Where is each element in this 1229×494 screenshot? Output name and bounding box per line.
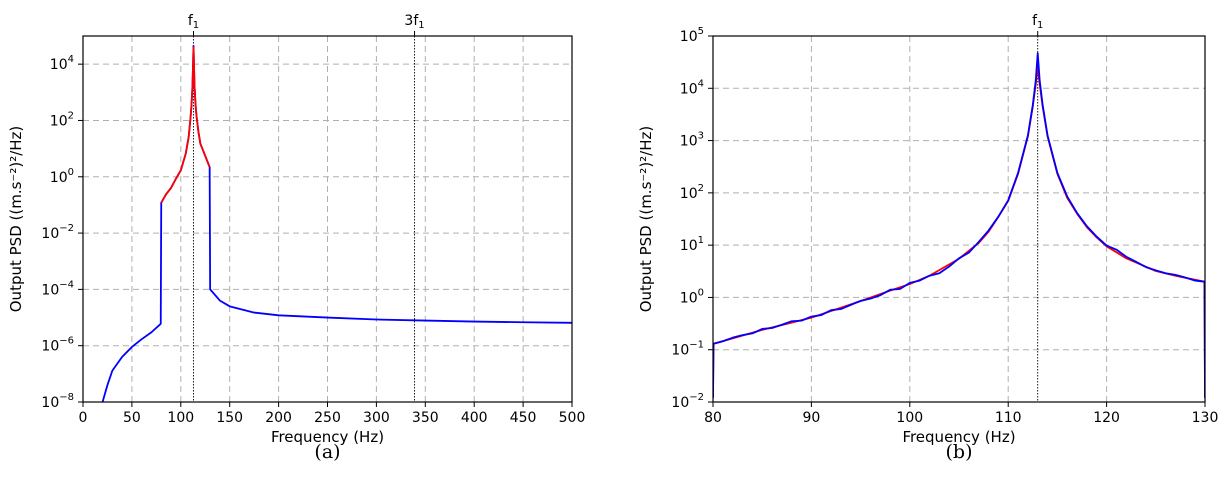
x-axis-label: Frequency (Hz) — [902, 428, 1015, 446]
y-tick-label: 103 — [680, 131, 704, 150]
y-tick-label: 102 — [50, 110, 74, 129]
y-tick-label: 10−6 — [41, 336, 74, 355]
x-tick-label: 350 — [412, 410, 439, 426]
y-tick-label: 105 — [680, 26, 704, 45]
marker-label: f1 — [188, 13, 199, 31]
series-group — [713, 52, 1205, 398]
x-tick-label: 400 — [461, 410, 488, 426]
y-tick-label: 100 — [680, 287, 704, 306]
y-tick-label: 10−4 — [41, 279, 74, 298]
chart-b: f1 80 90 100 110 120 130 10−2 10−1 100 101 102 103 10… — [637, 13, 1218, 463]
y-tick-label: 10−2 — [671, 392, 704, 411]
x-tick-label: 450 — [510, 410, 537, 426]
y-tick-label: 104 — [680, 78, 704, 97]
x-tick-label: 110 — [995, 410, 1022, 426]
x-tick-label: 0 — [79, 410, 88, 426]
series-line-0 — [713, 66, 1205, 398]
marker-label: 3f1 — [404, 13, 424, 31]
y-tick-label: 10−1 — [671, 340, 704, 359]
chart-a: f1 3f1 0 50 100 150 200 250 300 350 400 450 500 10−8 1… — [7, 13, 585, 463]
series-line-1 — [160, 46, 211, 204]
x-tick-label: 500 — [559, 410, 586, 426]
series-group — [101, 44, 572, 402]
series-line-0 — [101, 44, 572, 402]
series-line-1 — [713, 52, 1205, 398]
y-tick-label: 10−8 — [41, 392, 74, 411]
marker-label: f1 — [1032, 13, 1043, 31]
x-tick-label: 80 — [704, 410, 722, 426]
x-axis-label: Frequency (Hz) — [271, 428, 384, 446]
x-tick-label: 50 — [123, 410, 141, 426]
x-tick-label: 100 — [896, 410, 923, 426]
y-tick-label: 100 — [50, 167, 74, 186]
x-tick-label: 150 — [216, 410, 243, 426]
panel-caption: (b) — [946, 441, 973, 463]
x-tick-label: 250 — [314, 410, 341, 426]
panel-caption: (a) — [314, 441, 340, 463]
x-tick-label: 300 — [363, 410, 390, 426]
y-tick-label: 102 — [680, 183, 704, 202]
y-tick-label: 10−2 — [41, 223, 74, 242]
y-axis-label: Output PSD ((m.s⁻²)²/Hz) — [637, 126, 655, 313]
x-tick-label: 120 — [1093, 410, 1120, 426]
x-tick-label: 90 — [802, 410, 820, 426]
y-tick-label: 101 — [680, 235, 704, 254]
x-tick-label: 130 — [1192, 410, 1219, 426]
y-axis-label: Output PSD ((m.s⁻²)²/Hz) — [7, 126, 25, 313]
y-tick-label: 104 — [50, 54, 74, 73]
x-tick-label: 100 — [167, 410, 194, 426]
x-tick-label: 200 — [265, 410, 292, 426]
plot-frame — [712, 35, 1206, 403]
